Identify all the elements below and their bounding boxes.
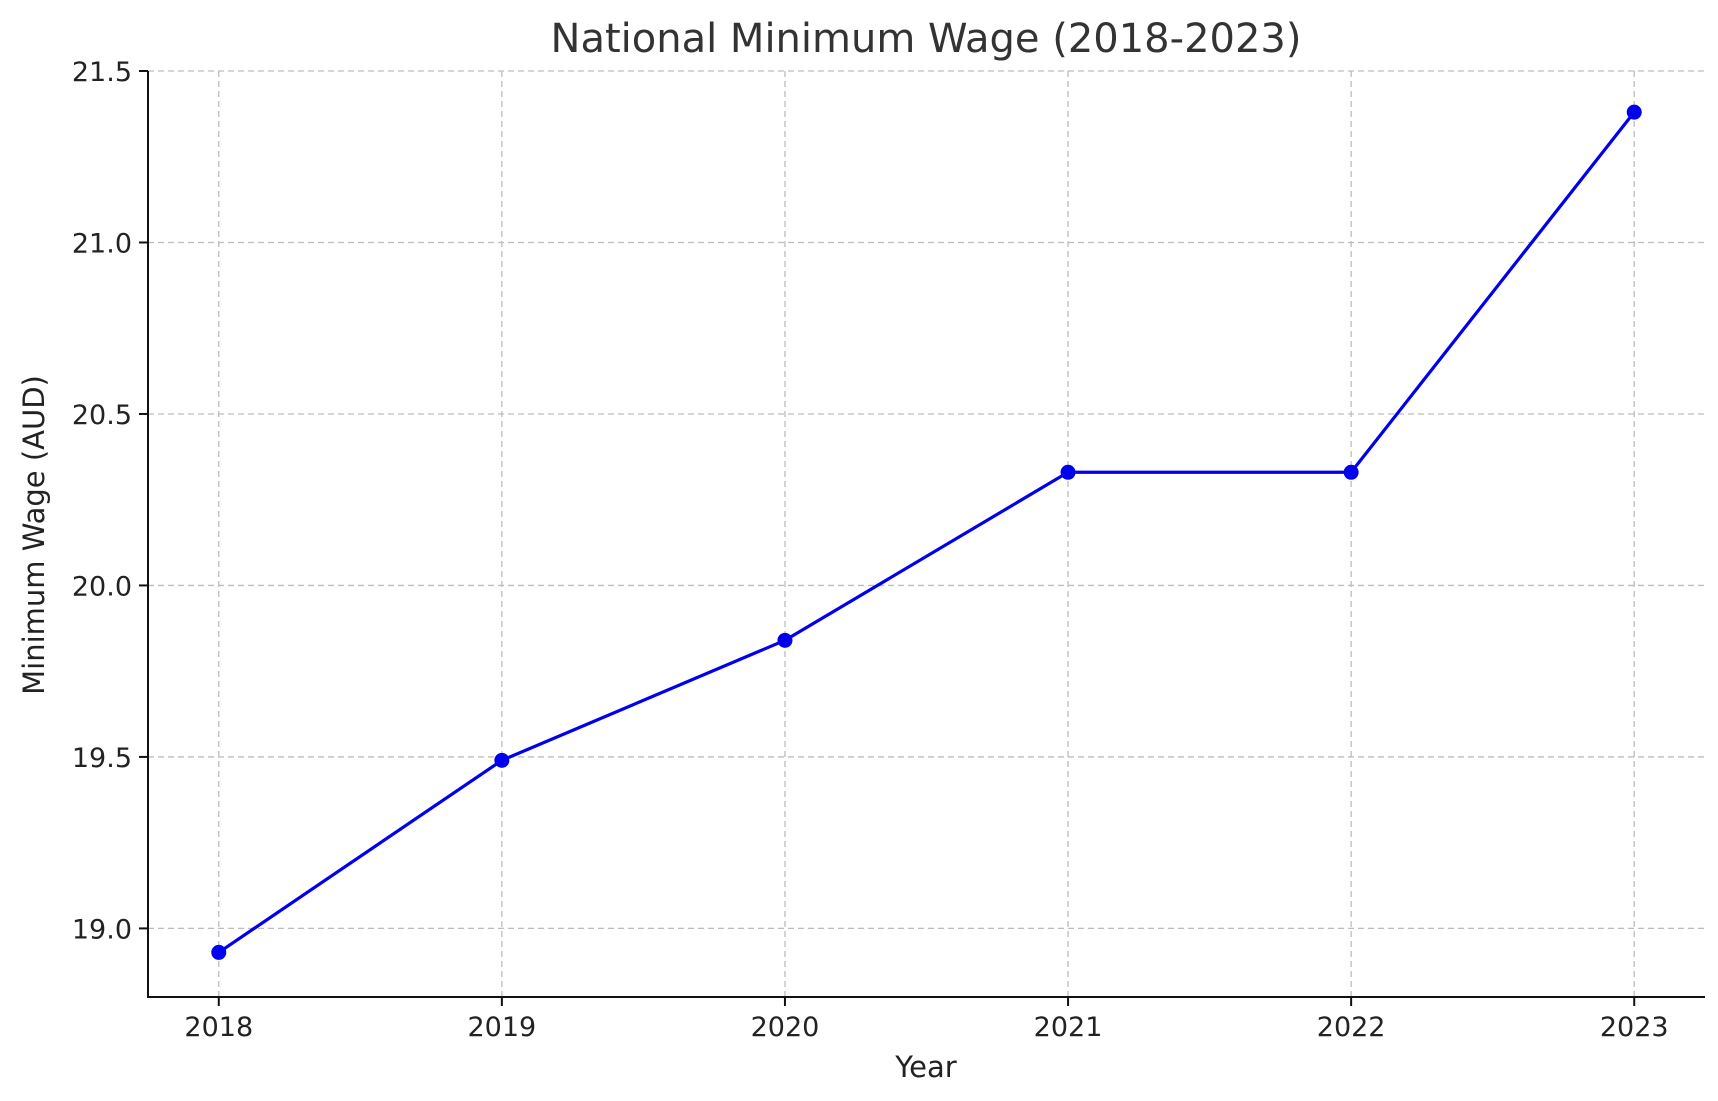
chart-title: National Minimum Wage (2018-2023) — [551, 16, 1302, 62]
data-point-2023 — [1626, 104, 1642, 120]
x-tick-label: 2020 — [751, 1012, 820, 1043]
y-tick-label: 20.0 — [72, 571, 132, 602]
data-point-2018 — [211, 944, 227, 960]
x-axis-label: Year — [894, 1050, 956, 1084]
x-tick-label: 2021 — [1034, 1012, 1103, 1043]
axes: 2018 2019 2020 2021 2022 2023 19.0 19.5 20.0 20.5… — [72, 57, 1705, 1043]
x-tick-label: 2019 — [468, 1012, 537, 1043]
data-point-2019 — [494, 752, 510, 768]
y-tick-label: 21.0 — [72, 228, 132, 259]
x-tick-label: 2018 — [184, 1012, 253, 1043]
y-tick-label: 21.5 — [72, 57, 132, 88]
y-tick-label: 19.5 — [72, 743, 132, 774]
grid — [148, 70, 1705, 997]
axis-spines — [147, 71, 1705, 998]
x-tick-label: 2023 — [1600, 1012, 1669, 1043]
x-tick-label: 2022 — [1317, 1012, 1386, 1043]
series-line — [217, 110, 1636, 955]
y-tick-label: 19.0 — [72, 914, 132, 945]
data-point-2021 — [1060, 464, 1076, 480]
data-series — [211, 104, 1642, 960]
y-axis-label: Minimum Wage (AUD) — [17, 375, 51, 695]
y-tick-label: 20.5 — [72, 400, 132, 431]
data-point-2022 — [1343, 464, 1359, 480]
data-point-2020 — [777, 632, 793, 648]
